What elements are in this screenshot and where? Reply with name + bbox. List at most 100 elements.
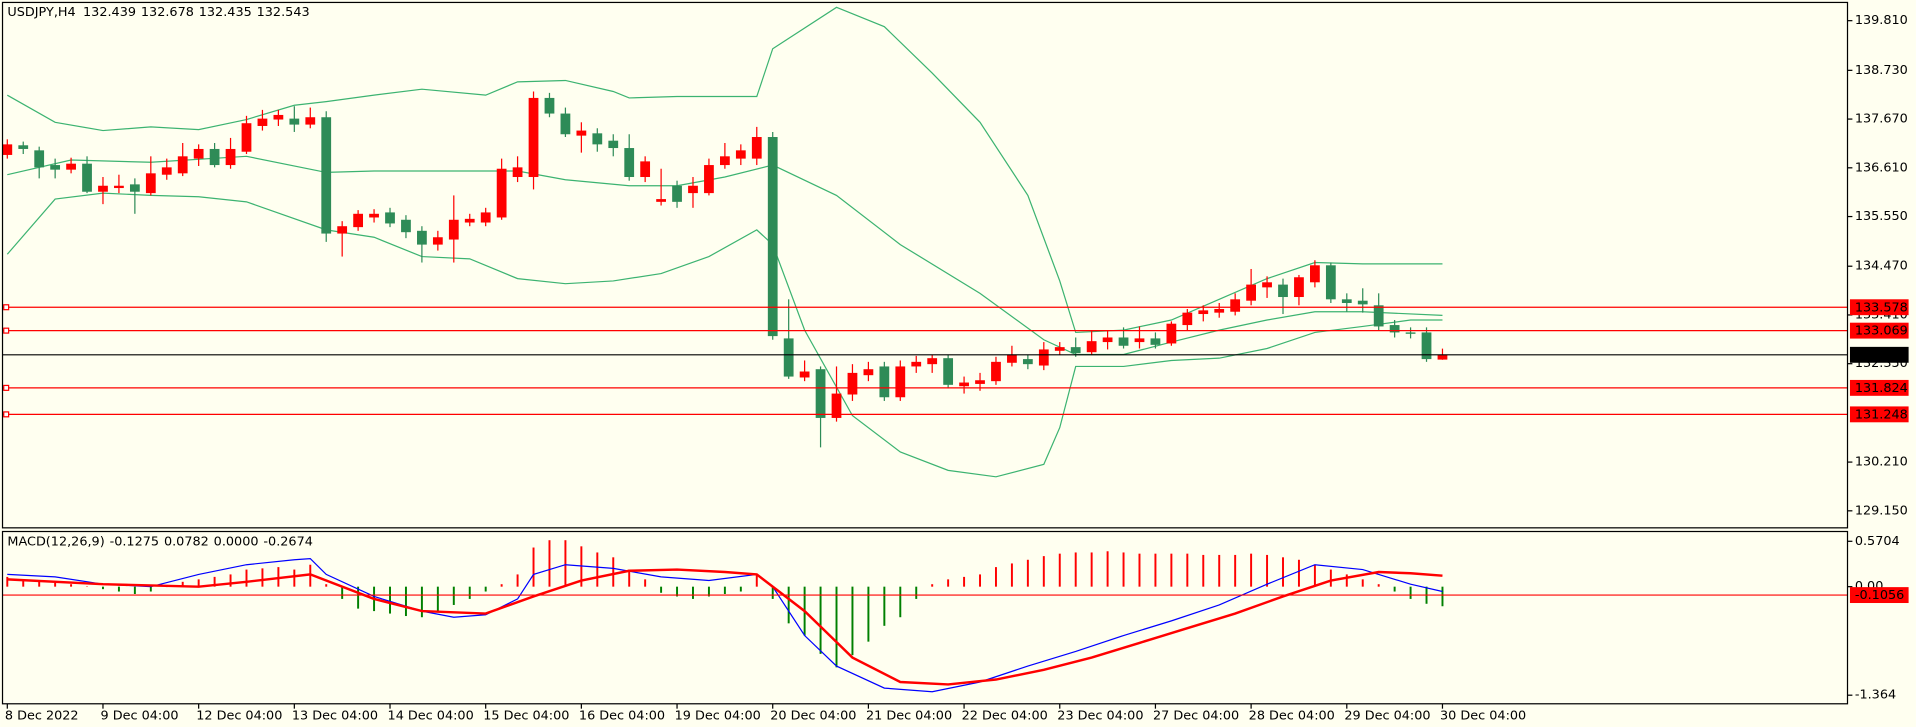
candle-body <box>640 161 651 178</box>
level-label: 133.578 <box>1855 300 1908 315</box>
candle-body <box>528 97 539 178</box>
y-tick-label: 136.610 <box>1855 160 1908 175</box>
candle-body <box>385 212 395 224</box>
candle-body <box>1070 347 1081 354</box>
x-tick-label: 27 Dec 04:00 <box>1153 709 1239 724</box>
level-box <box>1849 587 1909 604</box>
marks: 139.810 138.730 137.670 136.610 135.550 134.4… <box>2 6 1908 724</box>
y-tick-label: 0.5704 <box>1855 534 1900 549</box>
level-handle <box>3 384 10 391</box>
candle-body <box>991 361 1001 382</box>
candle-body <box>831 393 842 418</box>
candle-body <box>1310 265 1320 283</box>
candle-body <box>209 148 220 166</box>
x-tick-label: 20 Dec 04:00 <box>770 709 856 724</box>
candle-body <box>1405 332 1416 334</box>
x-tick-label: 14 Dec 04:00 <box>388 709 474 724</box>
candle-body <box>145 173 156 194</box>
candle-body <box>847 372 858 395</box>
candle-body <box>161 167 172 175</box>
candle-body <box>1182 312 1193 326</box>
candle-body <box>560 113 571 135</box>
candle-body <box>1166 323 1177 344</box>
level-label: 131.824 <box>1855 381 1908 396</box>
candle-body <box>34 150 45 168</box>
candle-body <box>353 213 364 228</box>
macd-title: MACD(12,26,9) <box>7 534 104 549</box>
candle-body <box>1373 305 1384 327</box>
candle-body <box>1022 359 1033 365</box>
candle-body <box>1086 341 1097 353</box>
x-tick-label: 12 Dec 04:00 <box>196 709 282 724</box>
candle-body <box>464 218 475 223</box>
candle-body <box>672 185 682 202</box>
candle-body <box>480 212 491 223</box>
candle-body <box>1150 338 1161 345</box>
x-tick-label: 30 Dec 04:00 <box>1440 709 1526 724</box>
candle-body <box>608 140 619 149</box>
x-tick-label: 9 Dec 04:00 <box>101 709 179 724</box>
macd-header: MACD(12,26,9) -0.1275 0.0782 0.0000 -0.2674 <box>7 534 312 549</box>
candle-body <box>177 156 188 174</box>
candle-body <box>911 361 922 367</box>
candle-body <box>369 213 379 218</box>
candle-body <box>592 133 603 145</box>
candle-body <box>624 148 635 178</box>
candle-body <box>448 219 459 240</box>
candle-body <box>783 338 794 377</box>
level-box <box>1849 322 1909 339</box>
candle-body <box>1134 338 1145 343</box>
candle-body <box>751 137 762 159</box>
header-open: 132.439 <box>83 5 136 20</box>
candle-body <box>1389 325 1400 333</box>
candle-body <box>1246 284 1257 301</box>
symbol-title: USDJPY,H4 <box>7 5 75 20</box>
x-tick-label: 28 Dec 04:00 <box>1249 709 1335 724</box>
x-tick-label: 16 Dec 04:00 <box>579 709 665 724</box>
candle-body <box>1038 349 1049 366</box>
y-tick-label: 138.730 <box>1855 63 1908 78</box>
candle-body <box>257 118 268 126</box>
candle-body <box>225 148 236 166</box>
level-box <box>1849 406 1909 423</box>
macd-panel-frame <box>1 530 1849 705</box>
candle-body <box>1102 337 1113 343</box>
candle-body <box>1278 284 1288 298</box>
candle-body <box>735 150 746 159</box>
level-handle <box>3 304 10 311</box>
macd-header-value: -0.2674 <box>263 534 312 549</box>
candle-body <box>1118 337 1129 346</box>
header-low: 132.435 <box>199 5 252 20</box>
candle-body <box>50 165 61 170</box>
candle-body <box>656 199 666 202</box>
level-label: 131.248 <box>1855 407 1908 422</box>
macd-line <box>7 557 1443 693</box>
candle-body <box>1007 354 1017 363</box>
candle-body <box>18 145 29 149</box>
candle-body <box>959 382 969 387</box>
level-label: 133.069 <box>1855 324 1908 339</box>
level-box <box>1849 299 1909 316</box>
last-price-box <box>1849 346 1909 363</box>
candle-body <box>863 369 874 376</box>
candle-body <box>305 117 316 125</box>
candle-body <box>767 137 778 337</box>
candle-body <box>432 237 443 245</box>
x-tick-label: 21 Dec 04:00 <box>866 709 952 724</box>
candle-body <box>289 118 300 125</box>
candle-body <box>1198 310 1209 315</box>
y-tick-label: 130.210 <box>1855 455 1908 470</box>
y-tick-label: 137.670 <box>1855 112 1908 127</box>
candle-body <box>799 371 810 378</box>
candle-body <box>1214 308 1225 313</box>
level-handle <box>3 411 10 418</box>
candle-body <box>1437 354 1448 360</box>
candle-body <box>943 358 954 385</box>
candle-body <box>975 380 985 384</box>
x-tick-label: 19 Dec 04:00 <box>675 709 761 724</box>
candle-body <box>66 163 76 170</box>
candle-body <box>496 168 507 218</box>
candle-body <box>1262 282 1272 288</box>
